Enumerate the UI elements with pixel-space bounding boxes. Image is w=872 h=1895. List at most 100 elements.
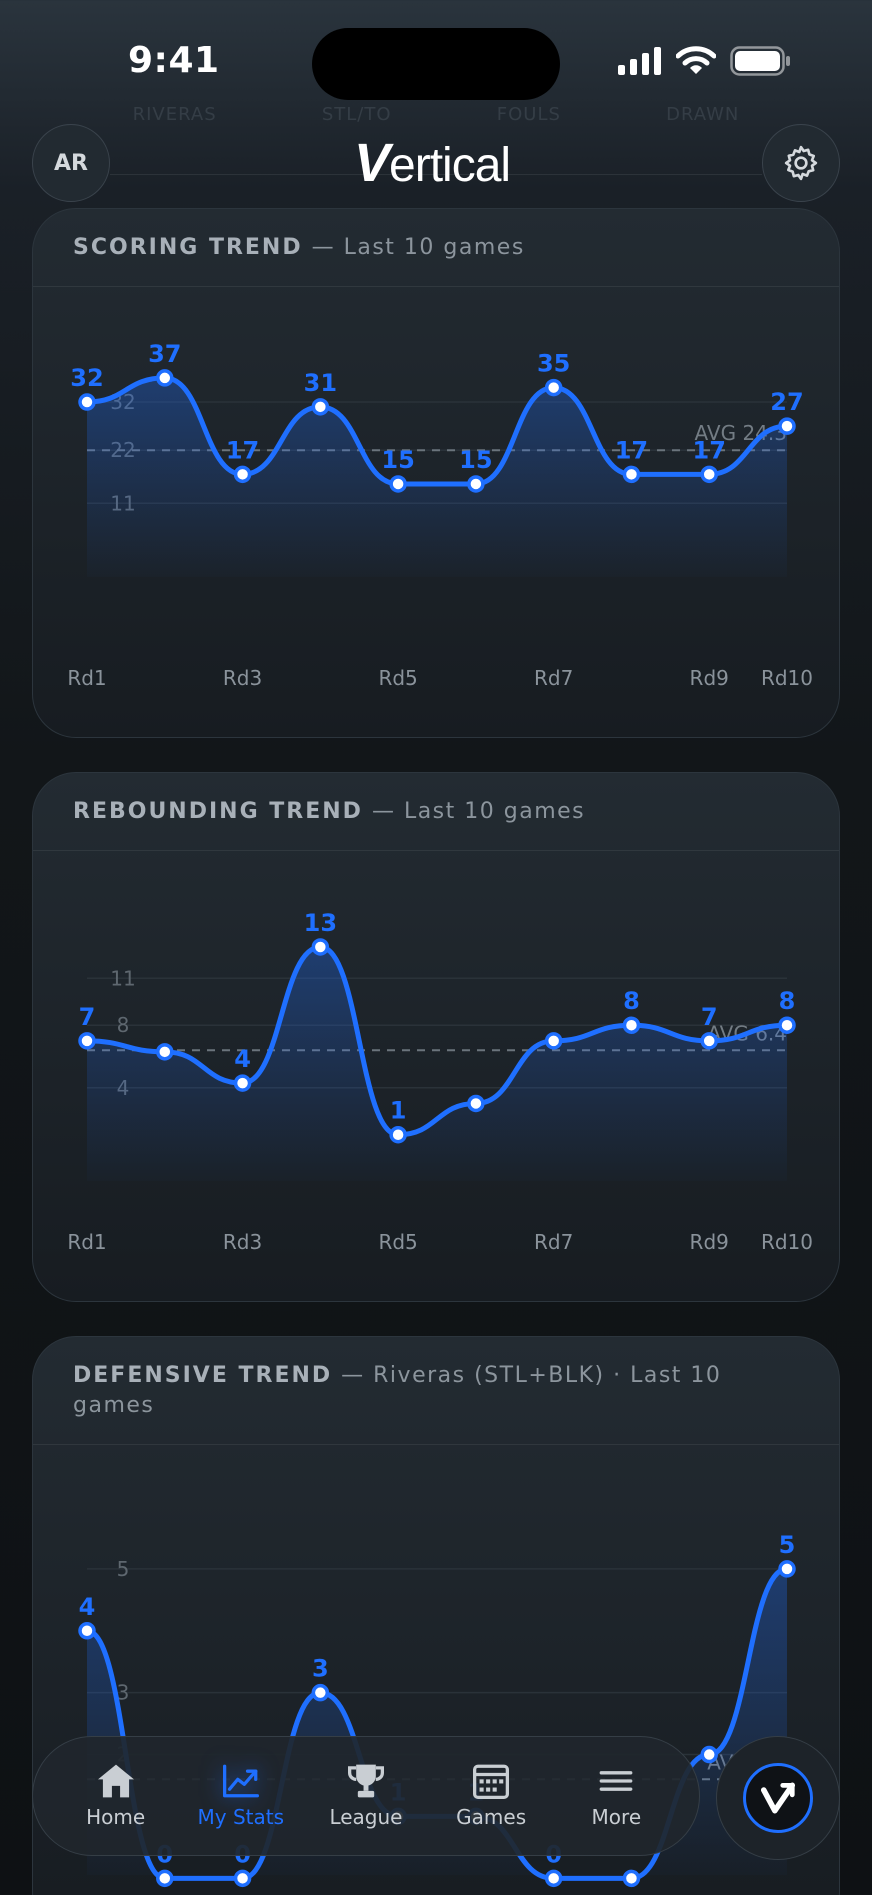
tab-more[interactable]: More bbox=[556, 1763, 676, 1829]
data-label: 15 bbox=[381, 446, 414, 474]
data-point bbox=[622, 1869, 641, 1888]
data-label: 8 bbox=[779, 987, 796, 1015]
data-point bbox=[700, 1745, 718, 1764]
data-label: 7 bbox=[79, 1003, 96, 1031]
data-label: 17 bbox=[226, 436, 259, 464]
dynamic-island bbox=[312, 28, 560, 100]
data-label: 17 bbox=[693, 436, 726, 464]
x-tick-label: Rd10 bbox=[761, 1230, 813, 1254]
card-header: DEFENSIVE TREND — Riveras (STL+BLK) · La… bbox=[33, 1337, 839, 1445]
series-area bbox=[87, 946, 787, 1181]
card-subtitle: — Last 10 games bbox=[311, 235, 525, 260]
data-label: 7 bbox=[701, 1003, 718, 1031]
vertical-action-button[interactable] bbox=[716, 1736, 840, 1860]
data-point bbox=[311, 1683, 330, 1702]
data-point bbox=[700, 1032, 718, 1050]
logo-text: ertical bbox=[389, 139, 511, 192]
status-bar: 9:41 bbox=[0, 0, 872, 120]
gear-icon bbox=[784, 145, 818, 181]
data-point bbox=[156, 1043, 174, 1061]
data-point bbox=[467, 1094, 485, 1113]
tab-label: More bbox=[591, 1805, 642, 1829]
data-point bbox=[156, 369, 174, 387]
data-point bbox=[544, 1032, 563, 1050]
bottom-tab-bar: Home My Stats League Games bbox=[32, 1736, 700, 1856]
tab-home[interactable]: Home bbox=[56, 1763, 176, 1829]
y-tick-label: 3 bbox=[117, 1681, 130, 1705]
tab-my-stats[interactable]: My Stats bbox=[181, 1763, 301, 1829]
data-label: 31 bbox=[304, 369, 337, 397]
tab-label: My Stats bbox=[197, 1805, 285, 1829]
data-point bbox=[389, 1125, 407, 1144]
wifi-icon bbox=[676, 46, 716, 74]
data-label: 4 bbox=[79, 1593, 96, 1621]
avatar[interactable]: AR bbox=[32, 124, 110, 202]
x-tick-label: Rd1 bbox=[67, 1230, 106, 1254]
data-point bbox=[778, 1016, 796, 1034]
data-label: 5 bbox=[779, 1531, 796, 1559]
data-point bbox=[156, 1869, 174, 1888]
scrolled-stat-headers: RIVERAS STL/TO FOULS DRAWN bbox=[0, 104, 872, 132]
ghost-tab: DRAWN bbox=[666, 104, 740, 125]
ghost-tab: FOULS bbox=[496, 104, 561, 125]
data-label: 4 bbox=[234, 1045, 251, 1073]
data-point bbox=[233, 1074, 252, 1092]
trophy-icon bbox=[347, 1764, 384, 1798]
y-tick-label: 5 bbox=[117, 1557, 130, 1581]
data-label: 37 bbox=[148, 340, 181, 368]
ghost-tab: RIVERAS bbox=[132, 104, 217, 125]
tab-label: Games bbox=[456, 1805, 527, 1829]
data-point bbox=[467, 475, 485, 493]
calendar-icon bbox=[473, 1764, 510, 1799]
ghost-tab: STL/TO bbox=[321, 104, 392, 125]
data-label: 1 bbox=[390, 1097, 407, 1125]
settings-button[interactable] bbox=[762, 124, 840, 202]
data-label: 8 bbox=[623, 987, 640, 1015]
signal-icon bbox=[618, 47, 661, 75]
y-tick-label: 8 bbox=[117, 1013, 130, 1037]
tab-games[interactable]: Games bbox=[431, 1763, 551, 1829]
x-tick-label: Rd9 bbox=[690, 666, 729, 690]
x-tick-label: Rd3 bbox=[223, 666, 262, 690]
x-tick-label: Rd3 bbox=[223, 1230, 262, 1254]
tab-league[interactable]: League bbox=[306, 1763, 426, 1829]
data-point bbox=[622, 465, 641, 484]
data-point bbox=[544, 1869, 563, 1888]
rebounding-trend-card: REBOUNDING TREND — Last 10 games 4811AVG… bbox=[32, 772, 840, 1302]
data-point bbox=[78, 1032, 96, 1050]
status-time: 9:41 bbox=[128, 40, 220, 81]
data-point bbox=[233, 1869, 252, 1888]
tab-label: League bbox=[329, 1805, 403, 1829]
logo-v: V bbox=[354, 133, 390, 193]
x-tick-label: Rd1 bbox=[67, 666, 106, 690]
data-label: 3 bbox=[312, 1655, 329, 1683]
x-tick-label: Rd7 bbox=[534, 1230, 573, 1254]
card-title: REBOUNDING TREND bbox=[73, 799, 363, 824]
data-label: 35 bbox=[537, 350, 570, 378]
series-area bbox=[87, 377, 787, 577]
data-point bbox=[622, 1016, 641, 1034]
data-label: 13 bbox=[304, 909, 337, 937]
y-tick-label: 11 bbox=[110, 966, 135, 990]
data-point bbox=[700, 465, 718, 484]
x-tick-label: Rd10 bbox=[761, 666, 813, 690]
scoring-trend-card: SCORING TREND — Last 10 games 112232AVG … bbox=[32, 208, 840, 738]
scoring-trend-chart: 112232AVG 24.332371731151535171727Rd1Rd3… bbox=[67, 340, 813, 690]
data-label: 27 bbox=[770, 388, 803, 416]
series-line bbox=[84, 375, 790, 487]
x-tick-label: Rd5 bbox=[378, 666, 417, 690]
card-header: SCORING TREND — Last 10 games bbox=[33, 209, 839, 287]
card-subtitle: — Riveras (STL+BLK) · Last 10 games bbox=[73, 1363, 722, 1418]
home-icon bbox=[97, 1764, 134, 1798]
x-tick-label: Rd9 bbox=[690, 1230, 729, 1254]
chart-trend-icon bbox=[222, 1764, 259, 1798]
data-point bbox=[389, 475, 407, 493]
data-point bbox=[78, 393, 96, 411]
x-tick-label: Rd5 bbox=[378, 1230, 417, 1254]
card-title: SCORING TREND bbox=[73, 235, 303, 260]
card-header: REBOUNDING TREND — Last 10 games bbox=[33, 773, 839, 851]
app-logo: Vertical bbox=[354, 132, 511, 194]
status-icons bbox=[618, 46, 792, 76]
battery-icon bbox=[730, 46, 790, 76]
